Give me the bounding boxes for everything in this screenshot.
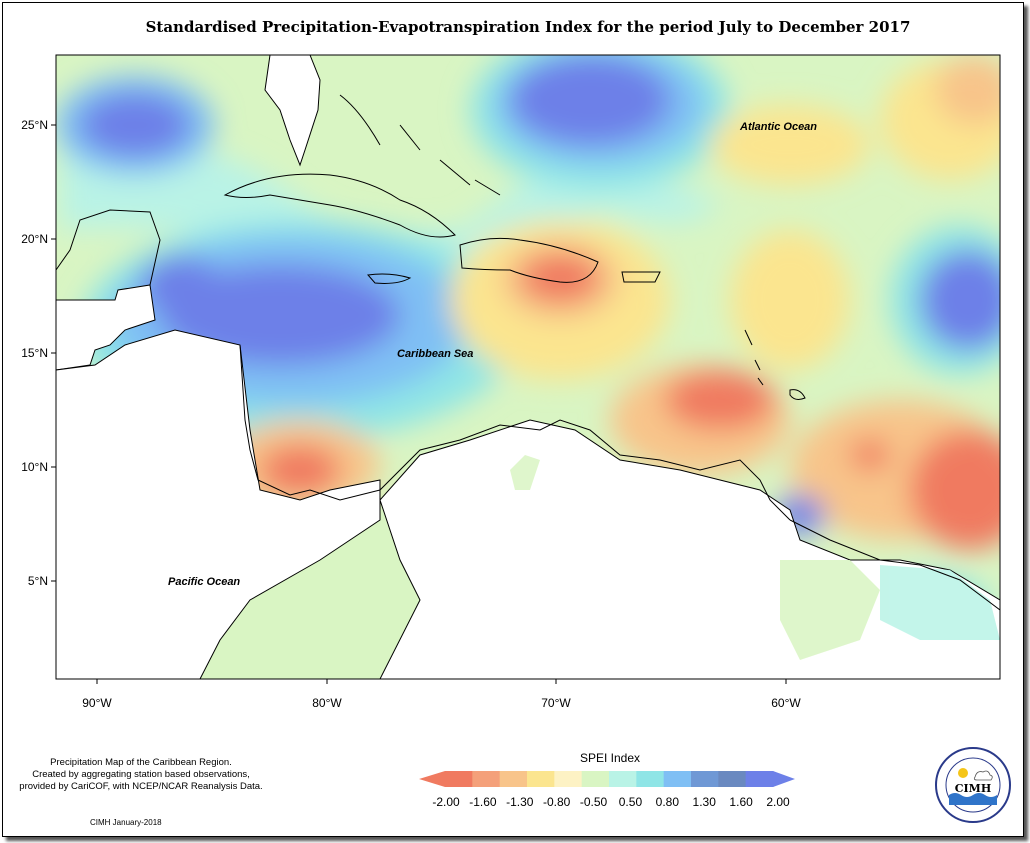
lat-label-10: 10°N [21, 460, 48, 474]
legend-tick-label: -1.30 [506, 795, 534, 809]
note-line-3: provided by CariCOF, with NCEP/NCAR Rean… [19, 781, 263, 792]
map-note: Precipitation Map of the Caribbean Regio… [0, 757, 282, 793]
legend-tick-label: 0.50 [618, 795, 643, 809]
lat-label-5: 5°N [28, 574, 48, 588]
legend-title: SPEI Index [579, 751, 641, 765]
lon-label-90: 90°W [82, 696, 112, 710]
legend-swatch [691, 771, 719, 787]
legend-ticks: -2.00 -1.60 -1.30 -0.80 -0.50 0.50 0.80 1.30 1.6… [420, 795, 800, 809]
legend-colorbar [419, 771, 795, 787]
lon-label-80: 80°W [312, 696, 342, 710]
legend-swatch [636, 771, 665, 787]
spei-field [56, 55, 1000, 679]
note-line-1: Precipitation Map of the Caribbean Regio… [50, 757, 232, 768]
legend-tick-label: -0.50 [579, 795, 608, 809]
logo-name: CIMH [955, 782, 991, 795]
longitude-axis: 90°W 80°W 70°W 60°W [82, 679, 801, 710]
legend-swatch [527, 771, 555, 787]
map-title: Standardised Precipitation-Evapotranspir… [145, 18, 911, 36]
legend-swatch [609, 771, 637, 787]
legend-swatch [663, 771, 692, 787]
lat-label-15: 15°N [21, 346, 48, 360]
coast-green [510, 455, 1000, 660]
sun-icon [958, 768, 968, 778]
lat-label-25: 25°N [21, 118, 48, 132]
legend-swatch [554, 771, 583, 787]
lon-label-60: 60°W [771, 696, 801, 710]
coastlines [56, 209, 1000, 611]
legend-arrow-low [419, 771, 445, 787]
legend-swatch [745, 771, 774, 787]
map-border [55, 54, 1001, 680]
legend-swatch [472, 771, 501, 787]
cloud-icon [973, 770, 993, 781]
legend-tick-label: 1.60 [729, 795, 753, 809]
legend-tick-label: -2.00 [432, 795, 460, 809]
lat-label-20: 20°N [21, 232, 48, 246]
credit-text: CIMH January-2018 [90, 818, 162, 827]
legend-tick-label: 1.30 [692, 795, 716, 809]
note-line-2: Created by aggregating station based obs… [32, 769, 250, 780]
label-atlantic-ocean: Atlantic Ocean [739, 121, 817, 133]
label-caribbean-sea: Caribbean Sea [397, 348, 473, 360]
legend-arrow-high [773, 771, 795, 787]
lon-label-70: 70°W [541, 696, 571, 710]
legend-swatch [445, 771, 473, 787]
legend-tick-label: 0.80 [655, 795, 680, 809]
legend-tick-label: -1.60 [469, 795, 497, 809]
legend-tick-label: -0.80 [542, 795, 571, 809]
wave-icon [949, 793, 997, 805]
label-pacific-ocean: Pacific Ocean [168, 576, 240, 588]
cimh-logo: CIMH [935, 747, 1011, 823]
legend-swatch [499, 771, 528, 787]
island-outlines [223, 94, 806, 400]
legend-tick-label: 2.00 [766, 795, 790, 809]
legend-swatch [718, 771, 747, 787]
latitude-axis: 25°N 20°N 15°N 10°N 5°N [21, 118, 56, 588]
legend-swatch [581, 771, 610, 787]
